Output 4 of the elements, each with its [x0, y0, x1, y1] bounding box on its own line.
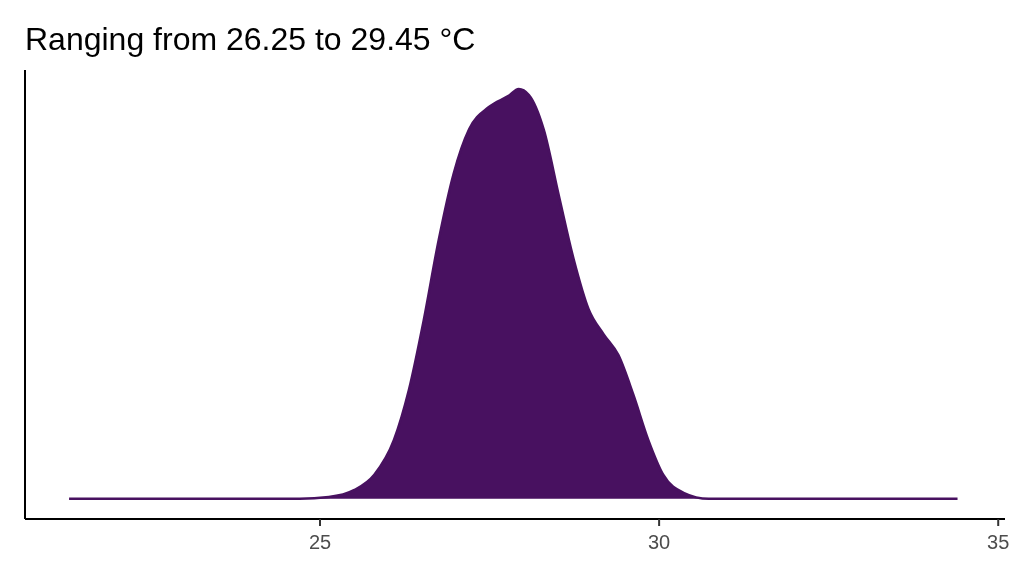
x-tick-label: 30: [647, 531, 671, 553]
x-tick-label: 35: [987, 531, 1010, 553]
x-tick-label: 25: [308, 531, 332, 553]
chart-title: Ranging from 26.25 to 29.45 °C: [25, 21, 476, 57]
